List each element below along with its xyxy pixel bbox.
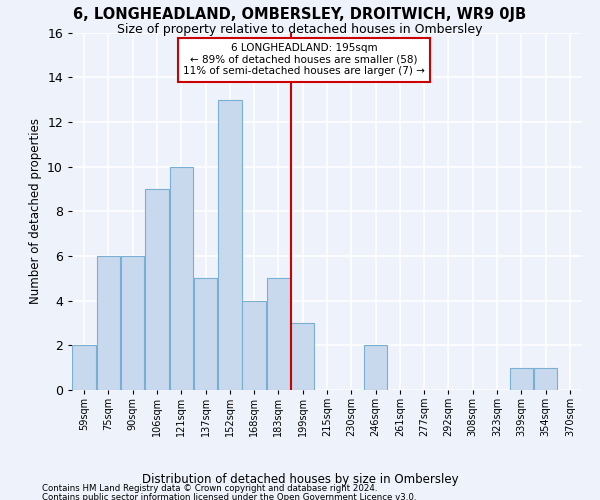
Bar bbox=[291, 323, 314, 390]
Bar bbox=[73, 346, 96, 390]
Bar bbox=[266, 278, 290, 390]
Bar bbox=[170, 166, 193, 390]
Text: Contains public sector information licensed under the Open Government Licence v3: Contains public sector information licen… bbox=[42, 494, 416, 500]
Bar bbox=[194, 278, 217, 390]
Text: Contains HM Land Registry data © Crown copyright and database right 2024.: Contains HM Land Registry data © Crown c… bbox=[42, 484, 377, 493]
Bar bbox=[145, 189, 169, 390]
Bar bbox=[218, 100, 242, 390]
Bar bbox=[364, 346, 388, 390]
Bar bbox=[509, 368, 533, 390]
Bar bbox=[534, 368, 557, 390]
Text: Size of property relative to detached houses in Ombersley: Size of property relative to detached ho… bbox=[117, 22, 483, 36]
Text: Distribution of detached houses by size in Ombersley: Distribution of detached houses by size … bbox=[142, 472, 458, 486]
Bar bbox=[121, 256, 145, 390]
Bar bbox=[242, 300, 266, 390]
Text: 6, LONGHEADLAND, OMBERSLEY, DROITWICH, WR9 0JB: 6, LONGHEADLAND, OMBERSLEY, DROITWICH, W… bbox=[73, 8, 527, 22]
Bar bbox=[97, 256, 120, 390]
Text: 6 LONGHEADLAND: 195sqm
← 89% of detached houses are smaller (58)
11% of semi-det: 6 LONGHEADLAND: 195sqm ← 89% of detached… bbox=[183, 43, 425, 76]
Y-axis label: Number of detached properties: Number of detached properties bbox=[29, 118, 41, 304]
